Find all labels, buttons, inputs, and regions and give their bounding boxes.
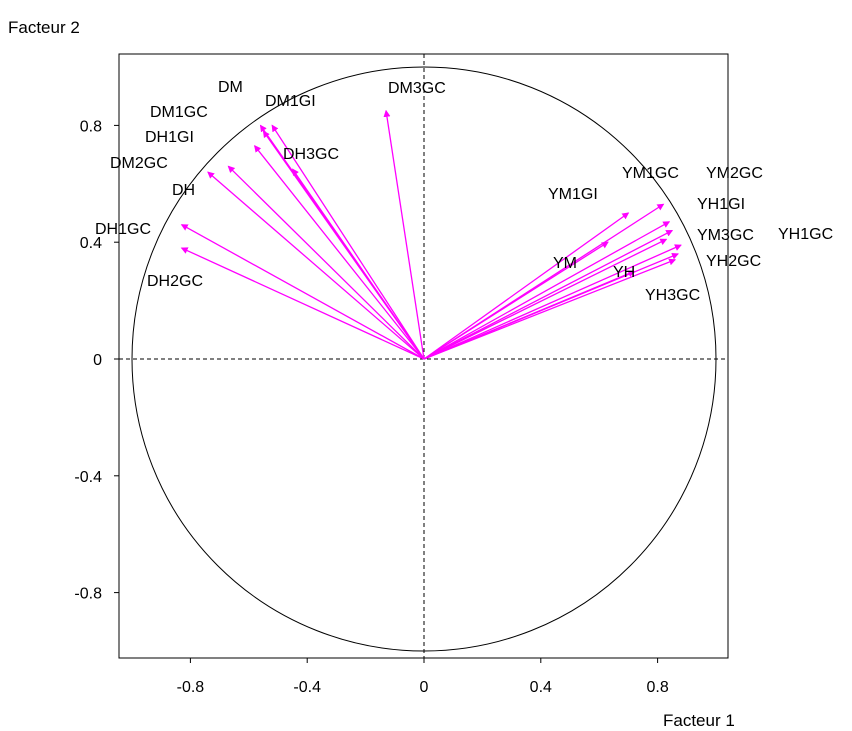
vector-label-ym1gc: YM1GC <box>622 165 679 182</box>
vector-arrow-yh1gi <box>423 229 674 360</box>
vector-arrow-dm3gc <box>383 109 425 360</box>
vector-label-dm1gc: DM1GC <box>150 104 208 121</box>
y-tick-label: -0.4 <box>74 469 102 486</box>
vector-arrow-dm1gi <box>271 124 425 360</box>
vector-label-dm2gc: DM2GC <box>110 155 168 172</box>
axis-ticks: -0.8 -0.4 0 0.4 0.8 -0.8 -0.4 0 0.4 0.8 <box>74 118 668 696</box>
x-tick-label: -0.8 <box>177 679 205 696</box>
vector-label-dm1gi: DM1GI <box>265 93 316 110</box>
x-tick-label: 0.4 <box>530 679 552 696</box>
vector-label-dm: DM <box>218 79 243 96</box>
unit-circle <box>131 66 717 652</box>
y-tick-label: 0.4 <box>80 235 102 252</box>
vector-label-yh1gi: YH1GI <box>697 196 745 213</box>
vector-arrow-dh3gc <box>292 168 425 360</box>
x-tick-label: -0.4 <box>293 679 321 696</box>
vector-arrow-yh <box>423 270 636 360</box>
vector-arrow-dh1gi <box>254 145 425 360</box>
vector-arrow-dh <box>207 171 425 360</box>
vector-label-ym3gc: YM3GC <box>697 227 754 244</box>
vector-label-dh2gc: DH2GC <box>147 273 203 290</box>
vector-label-ym: YM <box>553 255 577 272</box>
vector-arrow-dh2gc <box>180 247 425 360</box>
y-tick-label: -0.8 <box>74 586 102 603</box>
vector-arrow-ym3gc <box>423 238 668 360</box>
vector-label-ym1gi: YM1GI <box>548 186 598 203</box>
x-axis-title: Facteur 1 <box>663 711 735 730</box>
vector-label-dh1gi: DH1GI <box>145 129 194 146</box>
x-tick-label: 0.8 <box>646 679 668 696</box>
y-tick-label: 0 <box>93 352 102 369</box>
vector-arrow-yh3gc <box>423 258 677 360</box>
vector-label-yh1gc: YH1GC <box>778 226 833 243</box>
vector-label-dh: DH <box>172 182 195 199</box>
vector-label-dh1gc: DH1GC <box>95 221 151 238</box>
x-tick-label: 0 <box>420 679 429 696</box>
vector-arrow-ym1gi <box>423 212 630 360</box>
vector-label-dm3gc: DM3GC <box>388 80 446 97</box>
vector-label-ym2gc: YM2GC <box>706 165 763 182</box>
y-axis-title: Facteur 2 <box>8 18 80 37</box>
vector-label-yh: YH <box>613 264 635 281</box>
vector-label-dh3gc: DH3GC <box>283 146 339 163</box>
vector-label-yh2gc: YH2GC <box>706 253 761 270</box>
vector-arrow-ym2gc <box>423 221 671 360</box>
y-tick-label: 0.8 <box>80 118 102 135</box>
vector-arrow-yh1gc <box>423 244 682 360</box>
vector-arrow-dm2gc <box>227 165 425 360</box>
vector-arrow-ym <box>423 241 609 360</box>
vector-arrow-dh1gc <box>180 224 425 360</box>
vector-label-yh3gc: YH3GC <box>645 287 700 304</box>
